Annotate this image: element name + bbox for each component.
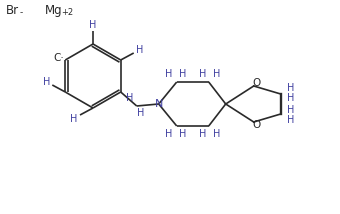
Text: O: O <box>253 120 261 130</box>
Text: H: H <box>42 77 50 87</box>
Text: H: H <box>199 129 206 139</box>
Text: Mg: Mg <box>45 3 63 16</box>
Text: H: H <box>287 115 294 125</box>
Text: H: H <box>179 69 186 79</box>
Text: H: H <box>165 129 172 139</box>
Text: Br: Br <box>6 3 19 16</box>
Text: H: H <box>213 69 220 79</box>
Text: H: H <box>136 45 143 55</box>
Text: H: H <box>287 105 294 115</box>
Text: H: H <box>287 93 294 103</box>
Text: +2: +2 <box>61 8 73 17</box>
Text: C·: C· <box>53 53 64 63</box>
Text: H: H <box>70 114 78 124</box>
Text: -: - <box>20 8 23 17</box>
Text: H: H <box>199 69 206 79</box>
Text: H: H <box>287 83 294 93</box>
Text: O: O <box>253 78 261 88</box>
Text: H: H <box>89 20 97 30</box>
Text: H: H <box>179 129 186 139</box>
Text: H: H <box>126 93 133 103</box>
Text: H: H <box>165 69 172 79</box>
Text: H: H <box>137 108 144 118</box>
Text: N: N <box>154 99 163 109</box>
Text: H: H <box>213 129 220 139</box>
